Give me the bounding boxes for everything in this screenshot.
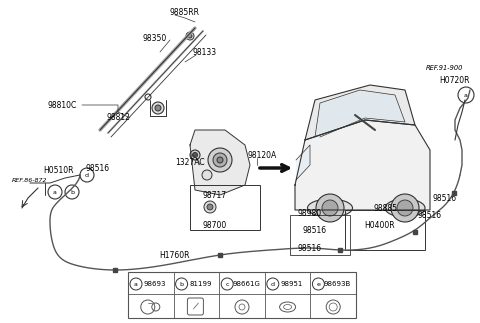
Circle shape [391,194,419,222]
Text: b: b [70,190,74,194]
Circle shape [217,157,223,163]
Circle shape [397,200,413,216]
Text: d: d [271,282,275,287]
Circle shape [190,150,200,160]
Circle shape [207,204,213,210]
Circle shape [213,153,227,167]
Text: 98717: 98717 [203,191,227,200]
Text: 98810C: 98810C [48,100,77,109]
Bar [290,215,350,255]
Text: H1760R: H1760R [160,251,190,259]
Text: H0720R: H0720R [440,76,470,85]
Polygon shape [190,130,250,195]
Text: 98885: 98885 [373,203,397,213]
Polygon shape [296,145,310,180]
Circle shape [152,102,164,114]
Text: REF.86-872: REF.86-872 [12,178,48,182]
Circle shape [202,170,212,180]
Text: 98516: 98516 [433,193,457,203]
Circle shape [208,148,232,172]
Text: 98516: 98516 [303,225,327,234]
Text: REF.91-900: REF.91-900 [426,65,464,71]
Text: 98133: 98133 [193,47,217,57]
Bar [128,272,356,318]
Circle shape [204,201,216,213]
Text: 98516: 98516 [86,163,110,172]
Circle shape [322,200,338,216]
Text: a: a [464,92,468,98]
Circle shape [188,34,192,38]
Ellipse shape [308,199,352,217]
Text: 98516: 98516 [298,244,322,253]
Text: b: b [180,282,183,287]
Text: 98661G: 98661G [232,281,260,287]
Text: 1327AC: 1327AC [175,158,205,166]
Polygon shape [295,120,430,210]
Text: e: e [316,282,320,287]
Text: 98980: 98980 [298,209,322,217]
Bar [345,210,425,250]
Text: H0510R: H0510R [43,165,73,174]
Text: H0400R: H0400R [365,221,396,230]
Bar [190,185,260,230]
Text: c: c [226,282,229,287]
Circle shape [186,32,194,40]
Text: 9885RR: 9885RR [170,7,200,16]
Circle shape [316,194,344,222]
Text: 98693B: 98693B [324,281,351,287]
Text: 98120A: 98120A [247,151,276,160]
Text: 98700: 98700 [203,221,227,230]
Text: 98951: 98951 [280,281,303,287]
Text: 98516: 98516 [418,211,442,220]
Text: d: d [85,172,89,178]
Text: a: a [53,190,57,194]
Circle shape [192,152,197,158]
Ellipse shape [385,199,425,217]
Text: 98812: 98812 [106,112,130,121]
Text: 81199: 81199 [189,281,212,287]
Polygon shape [315,90,405,137]
Polygon shape [305,85,415,140]
Text: 98693: 98693 [144,281,166,287]
Circle shape [155,105,161,111]
Text: a: a [134,282,138,287]
Text: 98350: 98350 [143,34,167,43]
